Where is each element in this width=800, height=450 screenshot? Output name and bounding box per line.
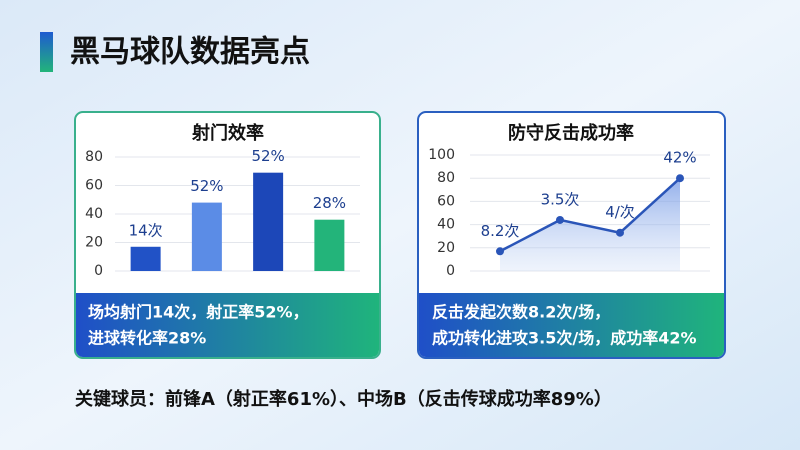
y-tick-label: 0 xyxy=(446,263,455,279)
footer: 关键球员：前锋A（射正率61%）、中场B（反击传球成功率89%） xyxy=(75,388,612,410)
caption-line: 场均射门14次，射正率52%， xyxy=(88,303,309,322)
chart-title: 射门效率 xyxy=(191,122,264,144)
annotation: 8.2次 xyxy=(481,222,520,240)
y-tick-label: 100 xyxy=(428,147,455,163)
accent-bar xyxy=(40,32,53,72)
point xyxy=(556,215,564,224)
caption-line: 反击发起次数8.2次/场， xyxy=(432,303,610,322)
y-tick-label: 80 xyxy=(85,149,103,165)
annotation: 52% xyxy=(190,177,223,195)
caption-line: 进球转化率28% xyxy=(88,329,206,348)
line xyxy=(499,177,681,253)
y-tick-label: 20 xyxy=(85,235,103,251)
point xyxy=(676,174,684,183)
y-tick-label: 40 xyxy=(437,217,455,233)
annotation: 4/次 xyxy=(605,203,635,221)
area-fill xyxy=(500,178,680,271)
bar xyxy=(191,202,222,271)
caption-band xyxy=(419,293,724,357)
caption-line: 成功转化进攻3.5次/场，成功率42% xyxy=(432,329,697,348)
slide-title: 黑马球队数据亮点 xyxy=(70,35,310,70)
annotation: 42% xyxy=(663,149,696,167)
annotation: 14次 xyxy=(129,221,163,239)
bar xyxy=(253,172,284,271)
point xyxy=(496,247,504,256)
annotation: 3.5次 xyxy=(541,190,580,208)
bar xyxy=(130,246,161,271)
y-tick-label: 40 xyxy=(85,206,103,222)
annotation: 52% xyxy=(251,147,284,165)
y-tick-label: 60 xyxy=(437,193,455,209)
bar xyxy=(314,219,345,271)
annotation: 28% xyxy=(313,194,346,212)
y-tick-label: 60 xyxy=(85,178,103,194)
chart-title: 防守反击成功率 xyxy=(508,122,634,144)
point xyxy=(616,228,624,237)
y-tick-label: 0 xyxy=(94,263,103,279)
caption-band xyxy=(76,293,379,357)
y-tick-label: 20 xyxy=(437,240,455,256)
y-tick-label: 80 xyxy=(437,170,455,186)
